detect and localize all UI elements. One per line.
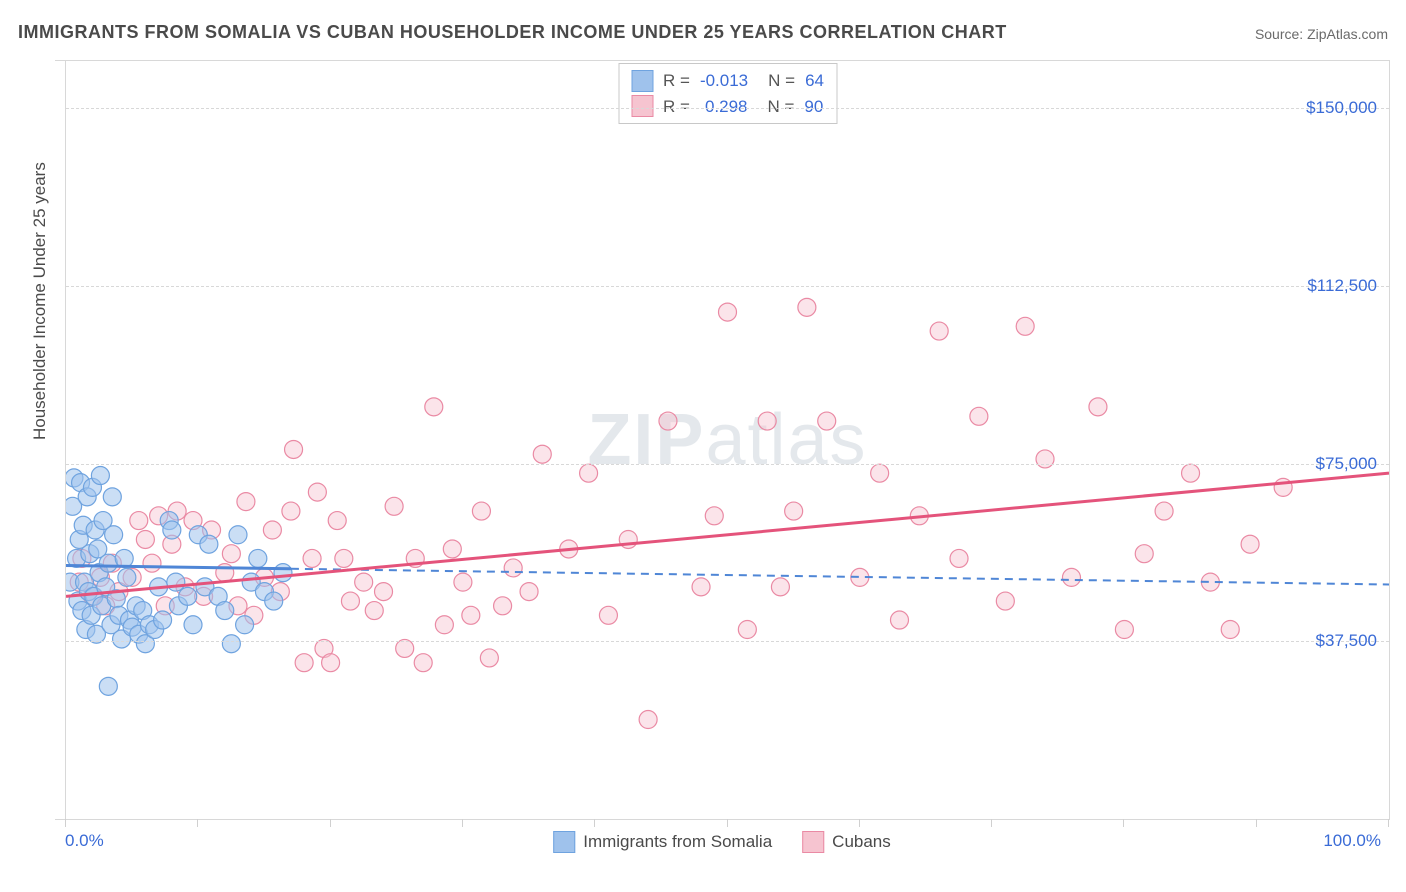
legend-item-pink: Cubans <box>802 831 891 853</box>
n-label: N = <box>768 68 795 94</box>
stats-row-blue: R = -0.013 N = 64 <box>631 68 824 94</box>
swatch-blue <box>631 70 653 92</box>
n-value-pink: 90 <box>804 94 823 120</box>
n-label: N = <box>767 94 794 120</box>
r-label: R = <box>663 94 690 120</box>
stats-legend: R = -0.013 N = 64 R = 0.298 N = 90 <box>618 63 837 124</box>
watermark: ZIPatlas <box>587 399 867 481</box>
swatch-pink <box>802 831 824 853</box>
r-label: R = <box>663 68 690 94</box>
plot-area: ZIPatlas R = -0.013 N = 64 R = 0.298 N =… <box>65 61 1389 819</box>
n-value-blue: 64 <box>805 68 824 94</box>
legend-label-blue: Immigrants from Somalia <box>583 832 772 852</box>
series-legend: Immigrants from Somalia Cubans <box>553 831 891 853</box>
y-axis-title: Householder Income Under 25 years <box>30 162 50 440</box>
r-value-blue: -0.013 <box>700 68 748 94</box>
y-tick-label: $75,000 <box>1316 454 1377 474</box>
chart-area: ZIPatlas R = -0.013 N = 64 R = 0.298 N =… <box>55 60 1390 820</box>
stats-row-pink: R = 0.298 N = 90 <box>631 94 824 120</box>
legend-label-pink: Cubans <box>832 832 891 852</box>
y-tick-label: $150,000 <box>1306 98 1377 118</box>
source-attribution: Source: ZipAtlas.com <box>1255 26 1388 42</box>
x-axis-min-label: 0.0% <box>65 831 104 851</box>
legend-item-blue: Immigrants from Somalia <box>553 831 772 853</box>
y-tick-label: $37,500 <box>1316 631 1377 651</box>
r-value-pink: 0.298 <box>705 94 748 120</box>
correlation-chart-container: IMMIGRANTS FROM SOMALIA VS CUBAN HOUSEHO… <box>0 0 1406 892</box>
swatch-blue <box>553 831 575 853</box>
chart-title: IMMIGRANTS FROM SOMALIA VS CUBAN HOUSEHO… <box>18 22 1007 43</box>
x-axis-max-label: 100.0% <box>1323 831 1381 851</box>
y-tick-label: $112,500 <box>1307 276 1377 296</box>
scatter-svg <box>66 61 1389 819</box>
swatch-pink <box>631 95 653 117</box>
